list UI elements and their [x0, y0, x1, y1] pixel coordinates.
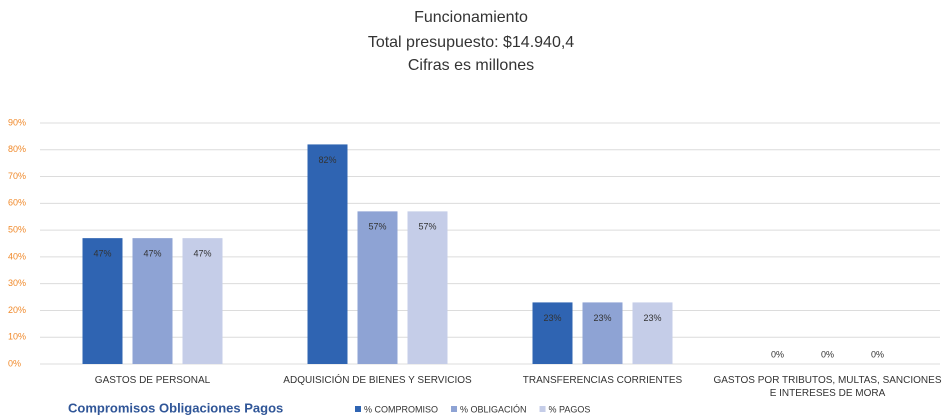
bar: [182, 238, 223, 364]
legend-label: % COMPROMISO: [364, 404, 438, 414]
data-label: 23%: [643, 313, 661, 323]
data-label: 47%: [143, 249, 161, 259]
legend-label: % PAGOS: [549, 404, 591, 414]
legend-swatch: [355, 406, 361, 412]
data-label: 0%: [821, 349, 834, 359]
chart-title: Funcionamiento: [414, 9, 528, 26]
annotation: Compromisos Obligaciones Pagos: [68, 400, 283, 415]
y-tick-label: 20%: [8, 305, 26, 315]
y-tick-label: 90%: [8, 117, 26, 127]
data-label: 0%: [771, 349, 784, 359]
data-label: 82%: [318, 155, 336, 165]
data-label: 47%: [193, 249, 211, 259]
data-label: 0%: [871, 349, 884, 359]
y-tick-label: 60%: [8, 198, 26, 208]
x-tick-label: TRANSFERENCIAS CORRIENTES: [522, 375, 683, 386]
chart-subtitle: Total presupuesto: $14.940,4: [368, 34, 574, 51]
bar: [407, 211, 448, 364]
bar: [357, 211, 398, 364]
bar: [582, 302, 623, 364]
data-label: 57%: [368, 222, 386, 232]
legend-label: % OBLIGACIÓN: [460, 404, 527, 414]
bar: [532, 302, 573, 364]
y-tick-label: 40%: [8, 251, 26, 261]
x-tick-label: GASTOS POR TRIBUTOS, MULTAS, SANCIONES E…: [713, 375, 942, 399]
bar: [82, 238, 123, 364]
y-tick-label: 80%: [8, 144, 26, 154]
legend-swatch: [451, 406, 458, 412]
data-label: 47%: [93, 249, 111, 259]
chart-subtitle: Cifras es millones: [408, 57, 534, 74]
bar: [632, 302, 673, 364]
data-label: 23%: [593, 313, 611, 323]
y-tick-label: 30%: [8, 278, 26, 288]
data-label: 57%: [418, 222, 436, 232]
bar: [132, 238, 173, 364]
x-tick-label: GASTOS DE PERSONAL: [94, 375, 211, 386]
legend-swatch: [539, 406, 546, 412]
bar: [307, 144, 348, 364]
y-tick-label: 70%: [8, 171, 26, 181]
y-tick-label: 10%: [8, 332, 26, 342]
data-label: 23%: [543, 313, 561, 323]
y-tick-label: 0%: [8, 358, 21, 368]
y-tick-label: 50%: [8, 224, 26, 234]
x-tick-label: ADQUISICIÓN DE BIENES Y SERVICIOS: [283, 375, 472, 386]
